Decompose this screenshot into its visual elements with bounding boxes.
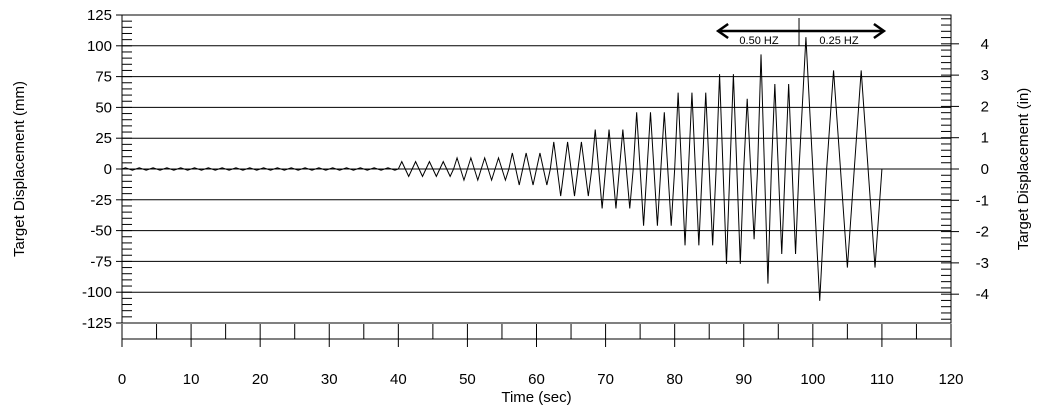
x-axis: 0 10 20 30 40 50 60 70 80 90 100 110 120 xyxy=(118,324,964,388)
arrow-head-right xyxy=(873,22,887,40)
y-tick-label: 0 xyxy=(104,161,112,178)
x-tick-label: 100 xyxy=(800,371,825,388)
y-tick-label: 25 xyxy=(95,130,112,147)
y-right-tick-label: -2 xyxy=(976,224,989,241)
x-tick-label: 10 xyxy=(183,371,200,388)
y-right-tick-label: 0 xyxy=(981,161,989,178)
y-axis-title-left: Target Displacement (mm) xyxy=(11,81,28,257)
x-tick-label: 50 xyxy=(459,371,476,388)
x-tick-label: 70 xyxy=(597,371,614,388)
y-tick-label: -125 xyxy=(82,315,112,332)
y-tick-label: -100 xyxy=(82,284,112,301)
x-axis-title: Time (sec) xyxy=(501,389,571,406)
y-right-tick-label: 4 xyxy=(981,36,989,53)
y-tick-label: 100 xyxy=(87,38,112,55)
y-right-tick-label: -1 xyxy=(976,192,989,209)
series-layer xyxy=(121,37,883,301)
x-tick-label: 60 xyxy=(528,371,545,388)
frequency-annotation: 0.50 HZ 0.25 HZ xyxy=(715,18,887,47)
y-right-tick-label: -4 xyxy=(976,286,989,303)
y-tick-label: 50 xyxy=(95,99,112,116)
y-axis-right: 4 3 2 1 0 -1 -2 -3 -4 xyxy=(951,36,989,303)
y-right-tick-label: 1 xyxy=(981,130,989,147)
x-tick-label: 40 xyxy=(390,371,407,388)
label-0-25-hz: 0.25 HZ xyxy=(819,35,858,47)
y-tick-label: 125 xyxy=(87,7,112,24)
displacement-line xyxy=(121,37,883,301)
y-tick-label: -50 xyxy=(90,223,112,240)
x-tick-label: 30 xyxy=(321,371,338,388)
x-tick-label: 20 xyxy=(252,371,269,388)
x-tick-label: 90 xyxy=(735,371,752,388)
label-0-50-hz: 0.50 HZ xyxy=(739,35,778,47)
y-tick-label: -75 xyxy=(90,253,112,270)
y-axis-left: 125 100 75 50 25 0 -25 -50 -75 -100 -125 xyxy=(82,7,122,332)
y-axis-title-right: Target Displacement (in) xyxy=(1015,88,1032,251)
arrow-head-left xyxy=(715,22,729,40)
x-tick-label: 110 xyxy=(870,371,894,388)
y-tick-label: -25 xyxy=(90,192,112,209)
x-tick-label: 80 xyxy=(666,371,683,388)
y-right-tick-label: 2 xyxy=(981,98,989,115)
y-right-tick-label: 3 xyxy=(981,67,989,84)
y-tick-label: 75 xyxy=(95,69,112,86)
x-tick-label: 120 xyxy=(938,371,963,388)
x-tick-label: 0 xyxy=(118,371,126,388)
y-right-tick-label: -3 xyxy=(976,255,989,272)
